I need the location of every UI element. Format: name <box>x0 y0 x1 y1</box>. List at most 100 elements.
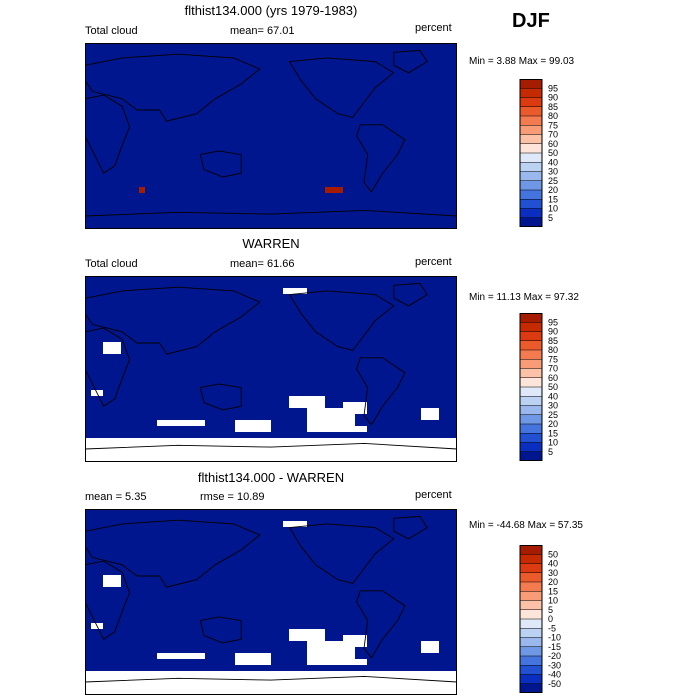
colorbar-label: 20 <box>548 185 558 195</box>
continent-outline <box>85 560 131 640</box>
panel-2-title: WARREN <box>242 236 300 251</box>
panel-1-units-label: percent <box>415 22 452 34</box>
colorbar-swatch <box>520 424 542 434</box>
map-field <box>85 509 457 695</box>
colorbar-swatch <box>520 545 542 555</box>
continent-outline <box>85 53 261 122</box>
continent-outline <box>85 519 261 588</box>
colorbar-swatch <box>520 646 542 657</box>
colorbar-label: 20 <box>548 577 558 587</box>
colorbar-swatch <box>520 554 542 564</box>
colorbar-swatch <box>520 628 542 638</box>
panel-2-map <box>85 276 457 462</box>
colorbar-swatch <box>520 674 542 685</box>
colorbar-label: 15 <box>548 194 558 204</box>
colorbar-label: 80 <box>548 111 558 121</box>
colorbar-swatch <box>520 180 542 191</box>
colorbar-swatch <box>520 665 542 675</box>
panel-2-minmax: Min = 11.13 Max = 97.32 <box>469 292 579 303</box>
colorbar-swatch <box>520 125 542 135</box>
colorbar-swatch <box>520 190 542 200</box>
colorbar-swatch <box>520 600 542 611</box>
colorbar-label: 75 <box>548 120 558 130</box>
colorbar-swatch <box>520 350 542 360</box>
continent-outline <box>393 282 428 307</box>
coastlines <box>85 49 457 229</box>
colorbar-swatch <box>520 368 542 379</box>
colorbar-label: 60 <box>548 139 558 149</box>
continent-outline <box>85 675 457 695</box>
colorbar-label: 90 <box>548 327 558 337</box>
colorbar-label: 20 <box>548 419 558 429</box>
colorbar-label: 50 <box>548 549 558 559</box>
colorbar-swatch <box>520 451 542 461</box>
colorbar-label: 25 <box>548 410 558 420</box>
colorbar-label: 80 <box>548 345 558 355</box>
colorbar-swatch <box>520 97 542 108</box>
panel-2-units-label: percent <box>415 256 452 268</box>
continent-outline <box>85 286 261 355</box>
colorbar-label: 30 <box>548 568 558 578</box>
colorbar-swatch <box>520 396 542 406</box>
colorbar-swatch <box>520 199 542 209</box>
colorbar-label: -15 <box>548 642 561 652</box>
continent-outline <box>356 590 406 659</box>
colorbar-label: 5 <box>548 447 553 457</box>
colorbar-swatch <box>520 143 542 154</box>
panel-3-units-label: percent <box>415 489 452 501</box>
colorbar-label: 10 <box>548 596 558 606</box>
colorbar-swatch <box>520 79 542 89</box>
colorbar-swatch <box>520 609 542 620</box>
colorbar-swatch <box>520 563 542 574</box>
continent-outline <box>199 150 242 178</box>
continent-outline <box>356 124 406 193</box>
colorbar-swatch <box>520 433 542 443</box>
colorbar-swatch <box>520 683 542 693</box>
colorbar-swatch <box>520 171 542 182</box>
continent-outline <box>393 49 428 74</box>
colorbar-swatch <box>520 322 542 332</box>
colorbar-label: 85 <box>548 102 558 112</box>
panel-2-variable-label: Total cloud <box>85 258 138 270</box>
panel-3-map <box>85 509 457 695</box>
colorbar-swatch <box>520 331 542 342</box>
continent-outline <box>288 57 395 118</box>
colorbar-label: -5 <box>548 623 556 633</box>
colorbar-label: 60 <box>548 373 558 383</box>
colorbar-swatch <box>520 208 542 219</box>
colorbar-swatch <box>520 405 542 416</box>
colorbar-swatch <box>520 656 542 666</box>
colorbar-swatch <box>520 591 542 601</box>
colorbar-label: 95 <box>548 83 558 93</box>
colorbar-label: 40 <box>548 391 558 401</box>
colorbar-swatch <box>520 106 542 117</box>
colorbar-swatch <box>520 387 542 397</box>
colorbar-label: 15 <box>548 586 558 596</box>
colorbar-label: 75 <box>548 354 558 364</box>
colorbar-swatch <box>520 217 542 227</box>
colorbar-swatch <box>520 572 542 583</box>
colorbar-label: 85 <box>548 336 558 346</box>
colorbar-swatch <box>520 414 542 425</box>
colorbar-label: -30 <box>548 660 561 670</box>
colorbar-label: 10 <box>548 204 558 214</box>
continent-outline <box>85 209 457 229</box>
colorbar-label: 70 <box>548 130 558 140</box>
colorbar-label: 50 <box>548 382 558 392</box>
colorbar-swatch <box>520 162 542 172</box>
colorbar-swatch <box>520 377 542 388</box>
colorbar-swatch <box>520 134 542 145</box>
panel-2-mean-label: mean= 61.66 <box>230 258 295 270</box>
colorbar-label: 90 <box>548 93 558 103</box>
continent-outline <box>85 327 131 407</box>
panel-3-mean-label: mean = 5.35 <box>85 491 147 503</box>
continent-outline <box>356 357 406 426</box>
panel-1-variable-label: Total cloud <box>85 25 138 37</box>
continent-outline <box>393 515 428 540</box>
colorbar-swatch <box>520 340 542 351</box>
colorbar-label: 40 <box>548 559 558 569</box>
colorbar-label: 5 <box>548 213 553 223</box>
